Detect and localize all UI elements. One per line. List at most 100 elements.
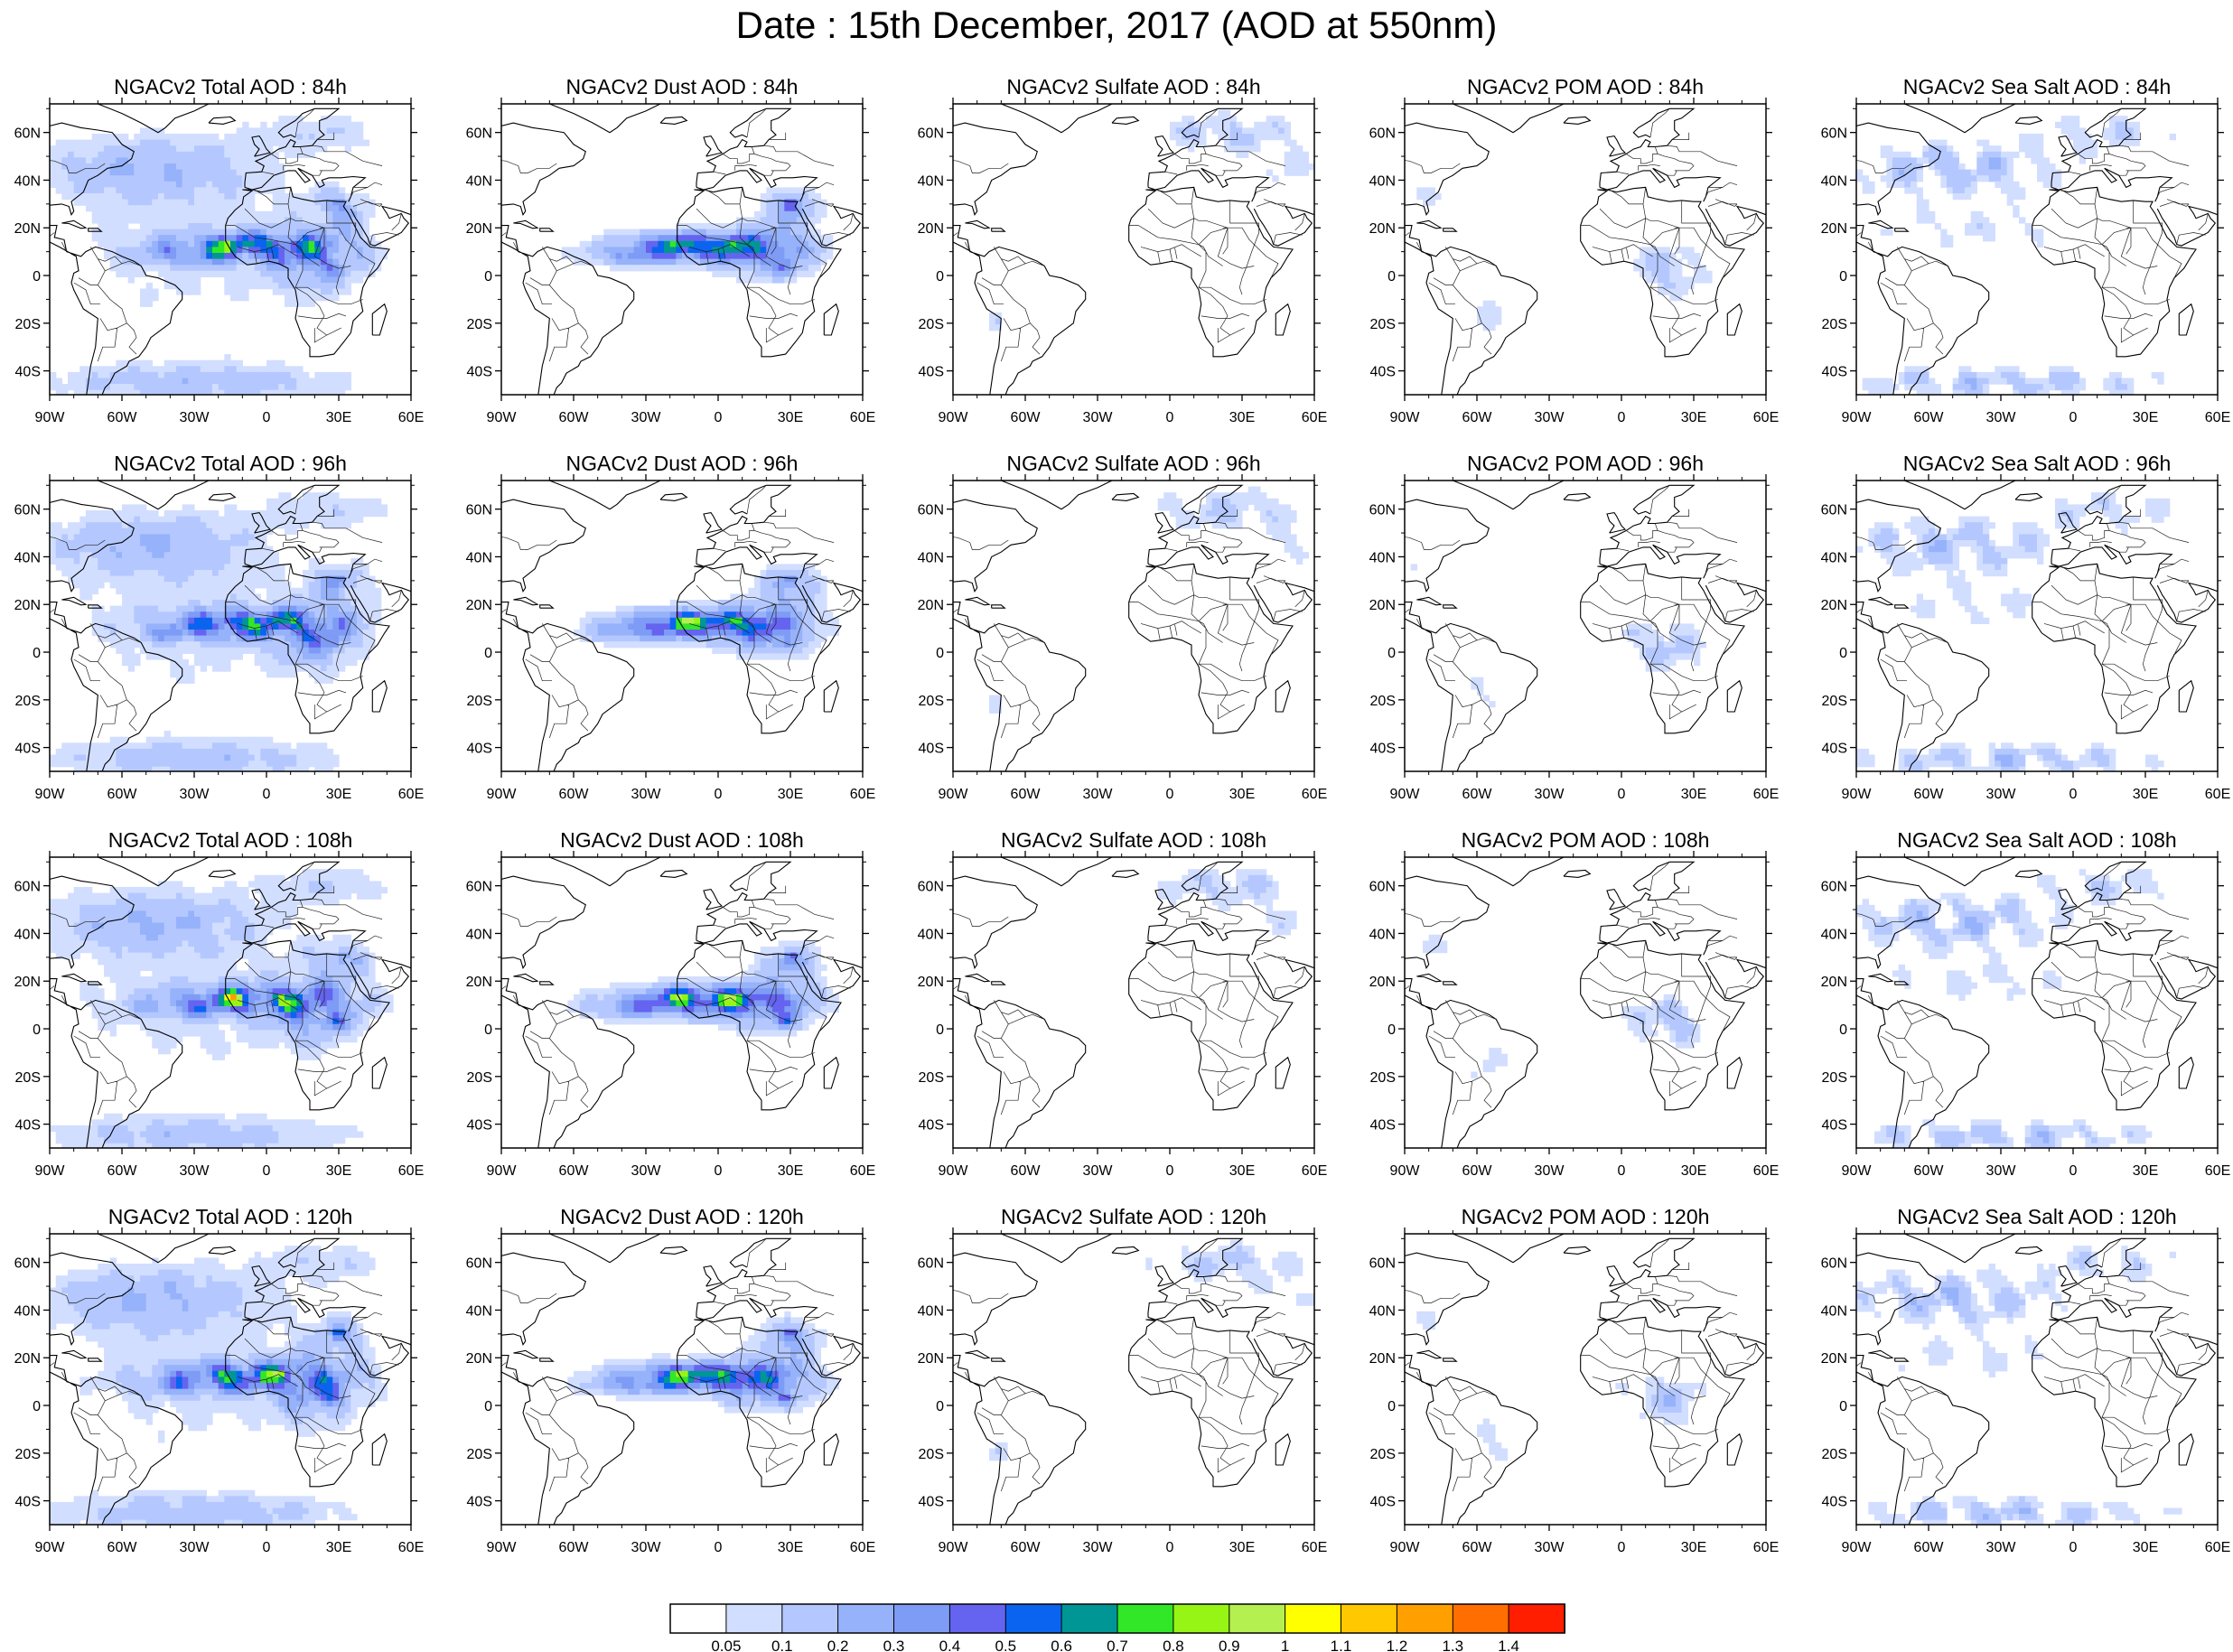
- country-borders: [1856, 108, 2209, 362]
- lat-tick-label: 20N: [1821, 221, 1847, 237]
- lon-tick-label: 60W: [1914, 1540, 1945, 1555]
- lon-tick-label: 60W: [559, 410, 590, 425]
- lat-tick-label: 20N: [1369, 1351, 1396, 1367]
- lat-tick-label: 20N: [14, 221, 41, 237]
- lon-tick-label: 0: [1166, 410, 1174, 425]
- map-plot: 90W 60W 30W 0 30E 60E 60N 40N 20N 0 20S 40S: [14, 474, 424, 802]
- lon-tick-label: 0: [263, 410, 271, 425]
- lat-tick-label: 40S: [919, 1118, 944, 1134]
- lon-tick-label: 90W: [939, 410, 969, 425]
- lat-tick-label: 40S: [467, 365, 492, 380]
- lon-tick-label: 30W: [631, 410, 662, 425]
- lon-tick-label: 30W: [180, 410, 210, 425]
- lat-tick-label: 40S: [15, 742, 41, 757]
- lat-tick-label: 0: [33, 646, 41, 661]
- lon-tick-label: 30W: [180, 787, 210, 802]
- aod-field: [501, 1234, 863, 1525]
- aod-field: [501, 481, 863, 771]
- lat-tick-label: 20N: [466, 975, 492, 990]
- lat-tick-label: 40N: [14, 1303, 41, 1319]
- lon-tick-label: 30E: [326, 410, 351, 425]
- lat-tick-label: 60N: [14, 1256, 41, 1272]
- lon-tick-label: 60E: [398, 787, 424, 802]
- map-panel-dust-0: NGACv2 Dust AOD : 84h 90W 60W 30W 0 30E 60E 60N…: [452, 75, 903, 440]
- lon-tick-label: 30E: [2133, 1163, 2158, 1179]
- country-borders: [953, 1238, 1305, 1492]
- lon-tick-label: 90W: [35, 787, 66, 802]
- panel-title: NGACv2 Total AOD : 96h: [114, 452, 347, 475]
- lat-tick-label: 20N: [918, 598, 944, 613]
- lat-tick-label: 20N: [14, 1351, 41, 1367]
- map-frame: [952, 480, 1315, 772]
- map-plot: 90W 60W 30W 0 30E 60E 60N 40N 20N 0 20S 40S: [14, 98, 424, 425]
- lon-tick-label: 60E: [398, 410, 424, 425]
- aod-field: [1856, 857, 2218, 1148]
- lat-tick-label: 60N: [1369, 880, 1396, 895]
- lon-tick-label: 30W: [1083, 787, 1114, 802]
- aod-field: [50, 857, 411, 1148]
- lat-tick-label: 40N: [918, 550, 944, 565]
- lat-tick-label: 40N: [466, 927, 492, 942]
- lat-tick-label: 0: [484, 1022, 492, 1038]
- map-panel-dust-2: NGACv2 Dust AOD : 108h 90W 60W 30W 0 30E 60E 60…: [452, 828, 903, 1193]
- lat-tick-label: 0: [1387, 1399, 1396, 1414]
- lon-tick-label: 60W: [107, 410, 138, 425]
- aod-field: [1856, 1234, 2218, 1525]
- lon-tick-label: 60W: [1462, 410, 1493, 425]
- lon-tick-label: 30W: [1535, 1163, 1565, 1179]
- lat-tick-label: 20S: [919, 1070, 944, 1086]
- panel-title: NGACv2 Sulfate AOD : 84h: [1006, 75, 1261, 98]
- map-frame: [1855, 103, 2219, 396]
- lon-tick-label: 90W: [939, 1163, 969, 1179]
- lat-tick-label: 20N: [1369, 975, 1396, 990]
- lon-tick-label: 90W: [1390, 410, 1421, 425]
- coastline: [1856, 857, 2218, 1148]
- map-frame: [1404, 480, 1767, 772]
- lat-tick-label: 20S: [467, 1447, 492, 1462]
- lon-tick-label: 30W: [631, 1540, 662, 1555]
- lon-tick-label: 90W: [1390, 1540, 1421, 1555]
- lat-tick-label: 40N: [14, 927, 41, 942]
- coastline: [953, 481, 1314, 771]
- lat-tick-label: 40N: [1369, 1303, 1396, 1319]
- lon-tick-label: 60W: [1462, 1540, 1493, 1555]
- lon-tick-label: 0: [2069, 1163, 2078, 1179]
- lat-tick-label: 40N: [1821, 1303, 1847, 1319]
- aod-field: [1405, 1234, 1766, 1525]
- map-plot: 90W 60W 30W 0 30E 60E 60N 40N 20N 0 20S 40S: [1821, 851, 2230, 1179]
- country-borders: [1856, 862, 2209, 1115]
- panel-title: NGACv2 Sulfate AOD : 120h: [1000, 1205, 1267, 1228]
- lon-tick-label: 30W: [180, 1163, 210, 1179]
- lat-tick-label: 60N: [918, 126, 944, 142]
- lon-tick-label: 30W: [180, 1540, 210, 1555]
- lat-tick-label: 20N: [1821, 598, 1847, 613]
- lon-tick-label: 0: [1166, 787, 1174, 802]
- lon-tick-label: 30E: [1229, 1163, 1255, 1179]
- map-plot: 90W 60W 30W 0 30E 60E 60N 40N 20N 0 20S 40S: [466, 98, 875, 425]
- map-panel-seasalt-3: NGACv2 Sea Salt AOD : 120h 90W 60W 30W 0 30E 6…: [1807, 1205, 2233, 1570]
- map-plot: 90W 60W 30W 0 30E 60E 60N 40N 20N 0 20S 40S: [14, 851, 424, 1179]
- aod-field: [1856, 104, 2218, 395]
- lon-tick-label: 60E: [1302, 410, 1327, 425]
- aod-field: [1856, 481, 2218, 771]
- lat-tick-label: 0: [1839, 1022, 1847, 1038]
- main-title: Date : 15th December, 2017 (AOD at 550nm…: [735, 4, 1498, 46]
- lon-tick-label: 0: [2069, 1540, 2078, 1555]
- aod-field: [953, 481, 1314, 771]
- map-plot: 90W 60W 30W 0 30E 60E 60N 40N 20N 0 20S 40S: [466, 1227, 875, 1555]
- map-frame: [1855, 856, 2219, 1149]
- lon-tick-label: 0: [1166, 1540, 1174, 1555]
- lon-tick-label: 30W: [1986, 410, 2017, 425]
- lon-tick-label: 30W: [1535, 787, 1565, 802]
- lon-tick-label: 30E: [1681, 787, 1706, 802]
- lon-tick-label: 90W: [1842, 1540, 1873, 1555]
- lon-tick-label: 90W: [35, 410, 66, 425]
- lon-tick-label: 30E: [1229, 1540, 1255, 1555]
- panel-title: NGACv2 POM AOD : 96h: [1466, 452, 1705, 475]
- lon-tick-label: 60E: [398, 1163, 424, 1179]
- panel-title: NGACv2 Sea Salt AOD : 96h: [1902, 452, 2172, 475]
- lon-tick-label: 60W: [107, 1163, 138, 1179]
- lat-tick-label: 40S: [1822, 365, 1847, 380]
- lon-tick-label: 90W: [487, 1540, 518, 1555]
